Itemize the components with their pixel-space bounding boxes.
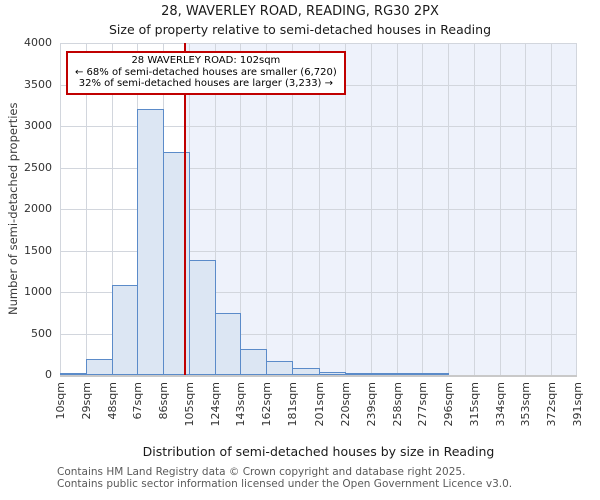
x-tick-label: 124sqm — [209, 382, 222, 427]
x-tick-label: 239sqm — [365, 382, 378, 427]
y-gridline — [60, 251, 577, 252]
x-tick-label: 10sqm — [54, 382, 67, 420]
histogram-bar — [86, 359, 113, 375]
y-tick-label: 4000 — [24, 36, 52, 49]
x-tick-label: 372sqm — [545, 382, 558, 427]
histogram-bar — [397, 373, 423, 375]
y-tick-label: 1000 — [24, 285, 52, 298]
footer-line-1: Contains HM Land Registry data © Crown c… — [57, 466, 466, 478]
x-axis-line — [60, 375, 577, 377]
x-tick-label: 258sqm — [391, 382, 404, 427]
x-tick-label: 29sqm — [80, 382, 93, 420]
histogram-bar — [240, 349, 267, 375]
y-gridline — [60, 334, 577, 335]
y-gridline — [60, 126, 577, 127]
annotation-box: 28 WAVERLEY ROAD: 102sqm ← 68% of semi-d… — [66, 51, 346, 95]
attribution-footer: Contains HM Land Registry data © Crown c… — [57, 466, 513, 490]
histogram-bar — [60, 373, 87, 375]
x-tick-label: 391sqm — [571, 382, 584, 427]
y-tick-label: 500 — [31, 327, 52, 340]
x-tick-label: 296sqm — [442, 382, 455, 427]
y-tick-label: 1500 — [24, 244, 52, 257]
histogram-bar — [345, 373, 372, 375]
y-tick-label: 0 — [45, 368, 52, 381]
x-tick-label: 162sqm — [260, 382, 273, 427]
x-tick-label: 277sqm — [416, 382, 429, 427]
histogram-bar — [266, 361, 293, 375]
y-gridline — [60, 43, 577, 44]
histogram-bar — [371, 373, 398, 375]
x-axis-label: Distribution of semi-detached houses by … — [142, 444, 495, 459]
histogram-bar — [292, 368, 320, 375]
x-tick-label: 67sqm — [131, 382, 144, 420]
annotation-address: 28 WAVERLEY ROAD: 102sqm — [131, 55, 281, 66]
x-tick-label: 181sqm — [286, 382, 299, 427]
y-gridline — [60, 168, 577, 169]
histogram-bar — [137, 109, 164, 375]
x-tick-label: 315sqm — [468, 382, 481, 427]
x-tick-label: 86sqm — [157, 382, 170, 420]
x-tick-label: 201sqm — [313, 382, 326, 427]
histogram-bar — [112, 285, 138, 375]
histogram-bar — [189, 260, 216, 375]
histogram-bar — [422, 373, 449, 375]
property-size-marker-line — [184, 43, 186, 375]
annotation-smaller: ← 68% of semi-detached houses are smalle… — [75, 66, 337, 78]
x-tick-label: 105sqm — [183, 382, 196, 427]
y-tick-label: 3500 — [24, 78, 52, 91]
x-tick-label: 143sqm — [234, 382, 247, 427]
x-tick-label: 334sqm — [494, 382, 507, 427]
y-tick-label: 3000 — [24, 119, 52, 132]
y-tick-label: 2500 — [24, 161, 52, 174]
footer-line-2: Contains public sector information licen… — [57, 477, 513, 490]
chart-title: 28, WAVERLEY ROAD, READING, RG30 2PX — [161, 4, 439, 19]
chart-subtitle: Size of property relative to semi-detach… — [108, 22, 491, 37]
y-tick-label: 2000 — [24, 202, 52, 215]
y-gridline — [60, 209, 577, 210]
x-tick-label: 353sqm — [519, 382, 532, 427]
plot-area: 28 WAVERLEY ROAD: 102sqm ← 68% of semi-d… — [60, 43, 577, 375]
histogram-bar — [215, 313, 241, 375]
annotation-larger: 32% of semi-detached houses are larger (… — [78, 78, 334, 89]
y-gridline — [60, 292, 577, 293]
histogram-bar — [319, 372, 346, 375]
x-tick-label: 220sqm — [339, 382, 352, 427]
x-tick-label: 48sqm — [106, 382, 119, 420]
